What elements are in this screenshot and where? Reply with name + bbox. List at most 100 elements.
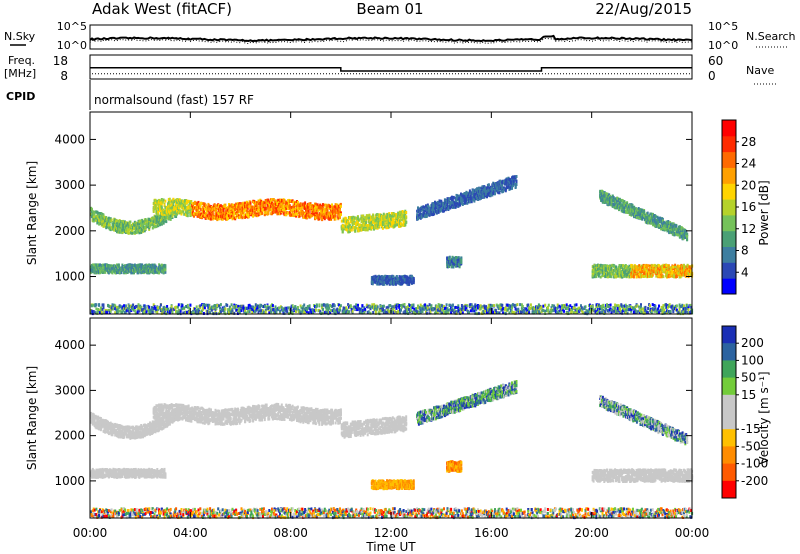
scatter-cell [257,208,260,212]
scatter-cell [336,204,339,208]
scatter-cell [228,204,231,208]
scatter-cell [205,213,208,217]
scatter-cell [91,210,94,214]
scatter-cell [639,266,642,269]
scatter-cell [501,184,504,188]
freq-panel: Freq. [MHz] 18 8 60 0 Nave [4,54,776,85]
scatter-cell [267,208,270,212]
scatter-cell [309,215,312,219]
scatter-cell [281,208,284,212]
scatter-cell [158,271,161,275]
scatter-cell [460,256,463,260]
scatter-cell [288,211,291,215]
scatter-cell [101,215,104,219]
scatter-cell [276,202,279,206]
scatter-cell [157,212,160,216]
scatter-cell [247,215,250,219]
scatter-cell [382,212,385,216]
nave-tick-top: 60 [708,54,723,68]
scatter-cell [174,211,177,215]
scatter-cell [448,255,451,259]
scatter-cell [372,219,375,223]
scatter-cell [388,222,391,226]
scatter-cell [266,201,269,204]
scatter-cell [215,208,218,212]
scatter-cell [386,214,389,218]
scatter-cell [440,199,443,203]
nsearch-trace [89,37,693,45]
scatter-cell [261,211,264,215]
scatter-cell [348,222,350,226]
scatter-cell [493,190,496,194]
scatter-cell [298,206,301,210]
scatter-cell [461,203,464,206]
scatter-cell [339,213,342,217]
scatter-cell [160,205,163,209]
scatter-cell [107,264,110,268]
scatter-cell [304,201,307,205]
scatter-cell [351,224,354,228]
scatter-cell [410,274,413,278]
scatter-cell [159,199,161,203]
scatter-cell [168,197,171,201]
scatter-cell [334,214,337,218]
scatter-cell [229,206,232,210]
scatter-cell [104,219,107,223]
scatter-cell [668,274,671,278]
scatter-cell [293,207,296,211]
scatter-cell [452,262,455,266]
scatter-cell [129,220,132,224]
scatter-cell [139,225,142,229]
scatter-cell [183,212,186,216]
scatter-cell [193,214,195,218]
scatter-cell [140,230,143,234]
scatter-cell [485,192,488,196]
scatter-cell [491,193,494,197]
scatter-cell [131,265,134,269]
scatter-cell [102,213,105,217]
scatter-cell [339,202,342,206]
scatter-cell [113,220,116,224]
scatter-cell [655,274,658,278]
scatter-cell [487,183,490,187]
scatter-cell [171,205,174,209]
scatter-cell [329,205,332,208]
scatter-cell [394,223,397,227]
scatter-cell [338,214,341,218]
scatter-cell [161,216,164,220]
nsearch-tick-bottom: 10^0 [708,39,738,52]
scatter-cell [319,215,322,219]
scatter-cell [284,208,287,212]
scatter-cell [341,230,344,234]
scatter-cell [317,208,320,212]
scatter-cell [233,212,236,216]
scatter-cell [433,212,436,216]
scatter-cell [329,207,332,211]
scatter-cell [230,213,233,217]
scatter-cell [362,221,365,225]
scatter-cell [207,209,210,213]
scatter-cell [608,264,611,268]
scatter-cell [159,209,162,212]
scatter-cell [186,214,189,218]
scatter-cell [243,209,246,213]
scatter-cell [399,213,402,216]
scatter-cell [171,214,174,218]
scatter-cell [385,226,388,230]
scatter-cell [167,200,170,204]
scatter-cell [362,214,365,218]
scatter-cell [311,204,314,208]
scatter-cell [263,202,266,206]
scatter-cell [620,270,623,274]
scatter-cell [164,266,167,270]
scatter-cell [237,205,240,209]
scatter-cell [504,189,507,193]
scatter-cell [175,215,178,218]
scatter-cell [238,208,241,212]
scatter-cell [375,217,378,221]
scatter-cell [318,217,321,221]
scatter-cell [321,217,324,221]
scatter-cell [323,217,326,221]
scatter-cell [371,282,374,286]
scatter-cell [240,213,243,217]
